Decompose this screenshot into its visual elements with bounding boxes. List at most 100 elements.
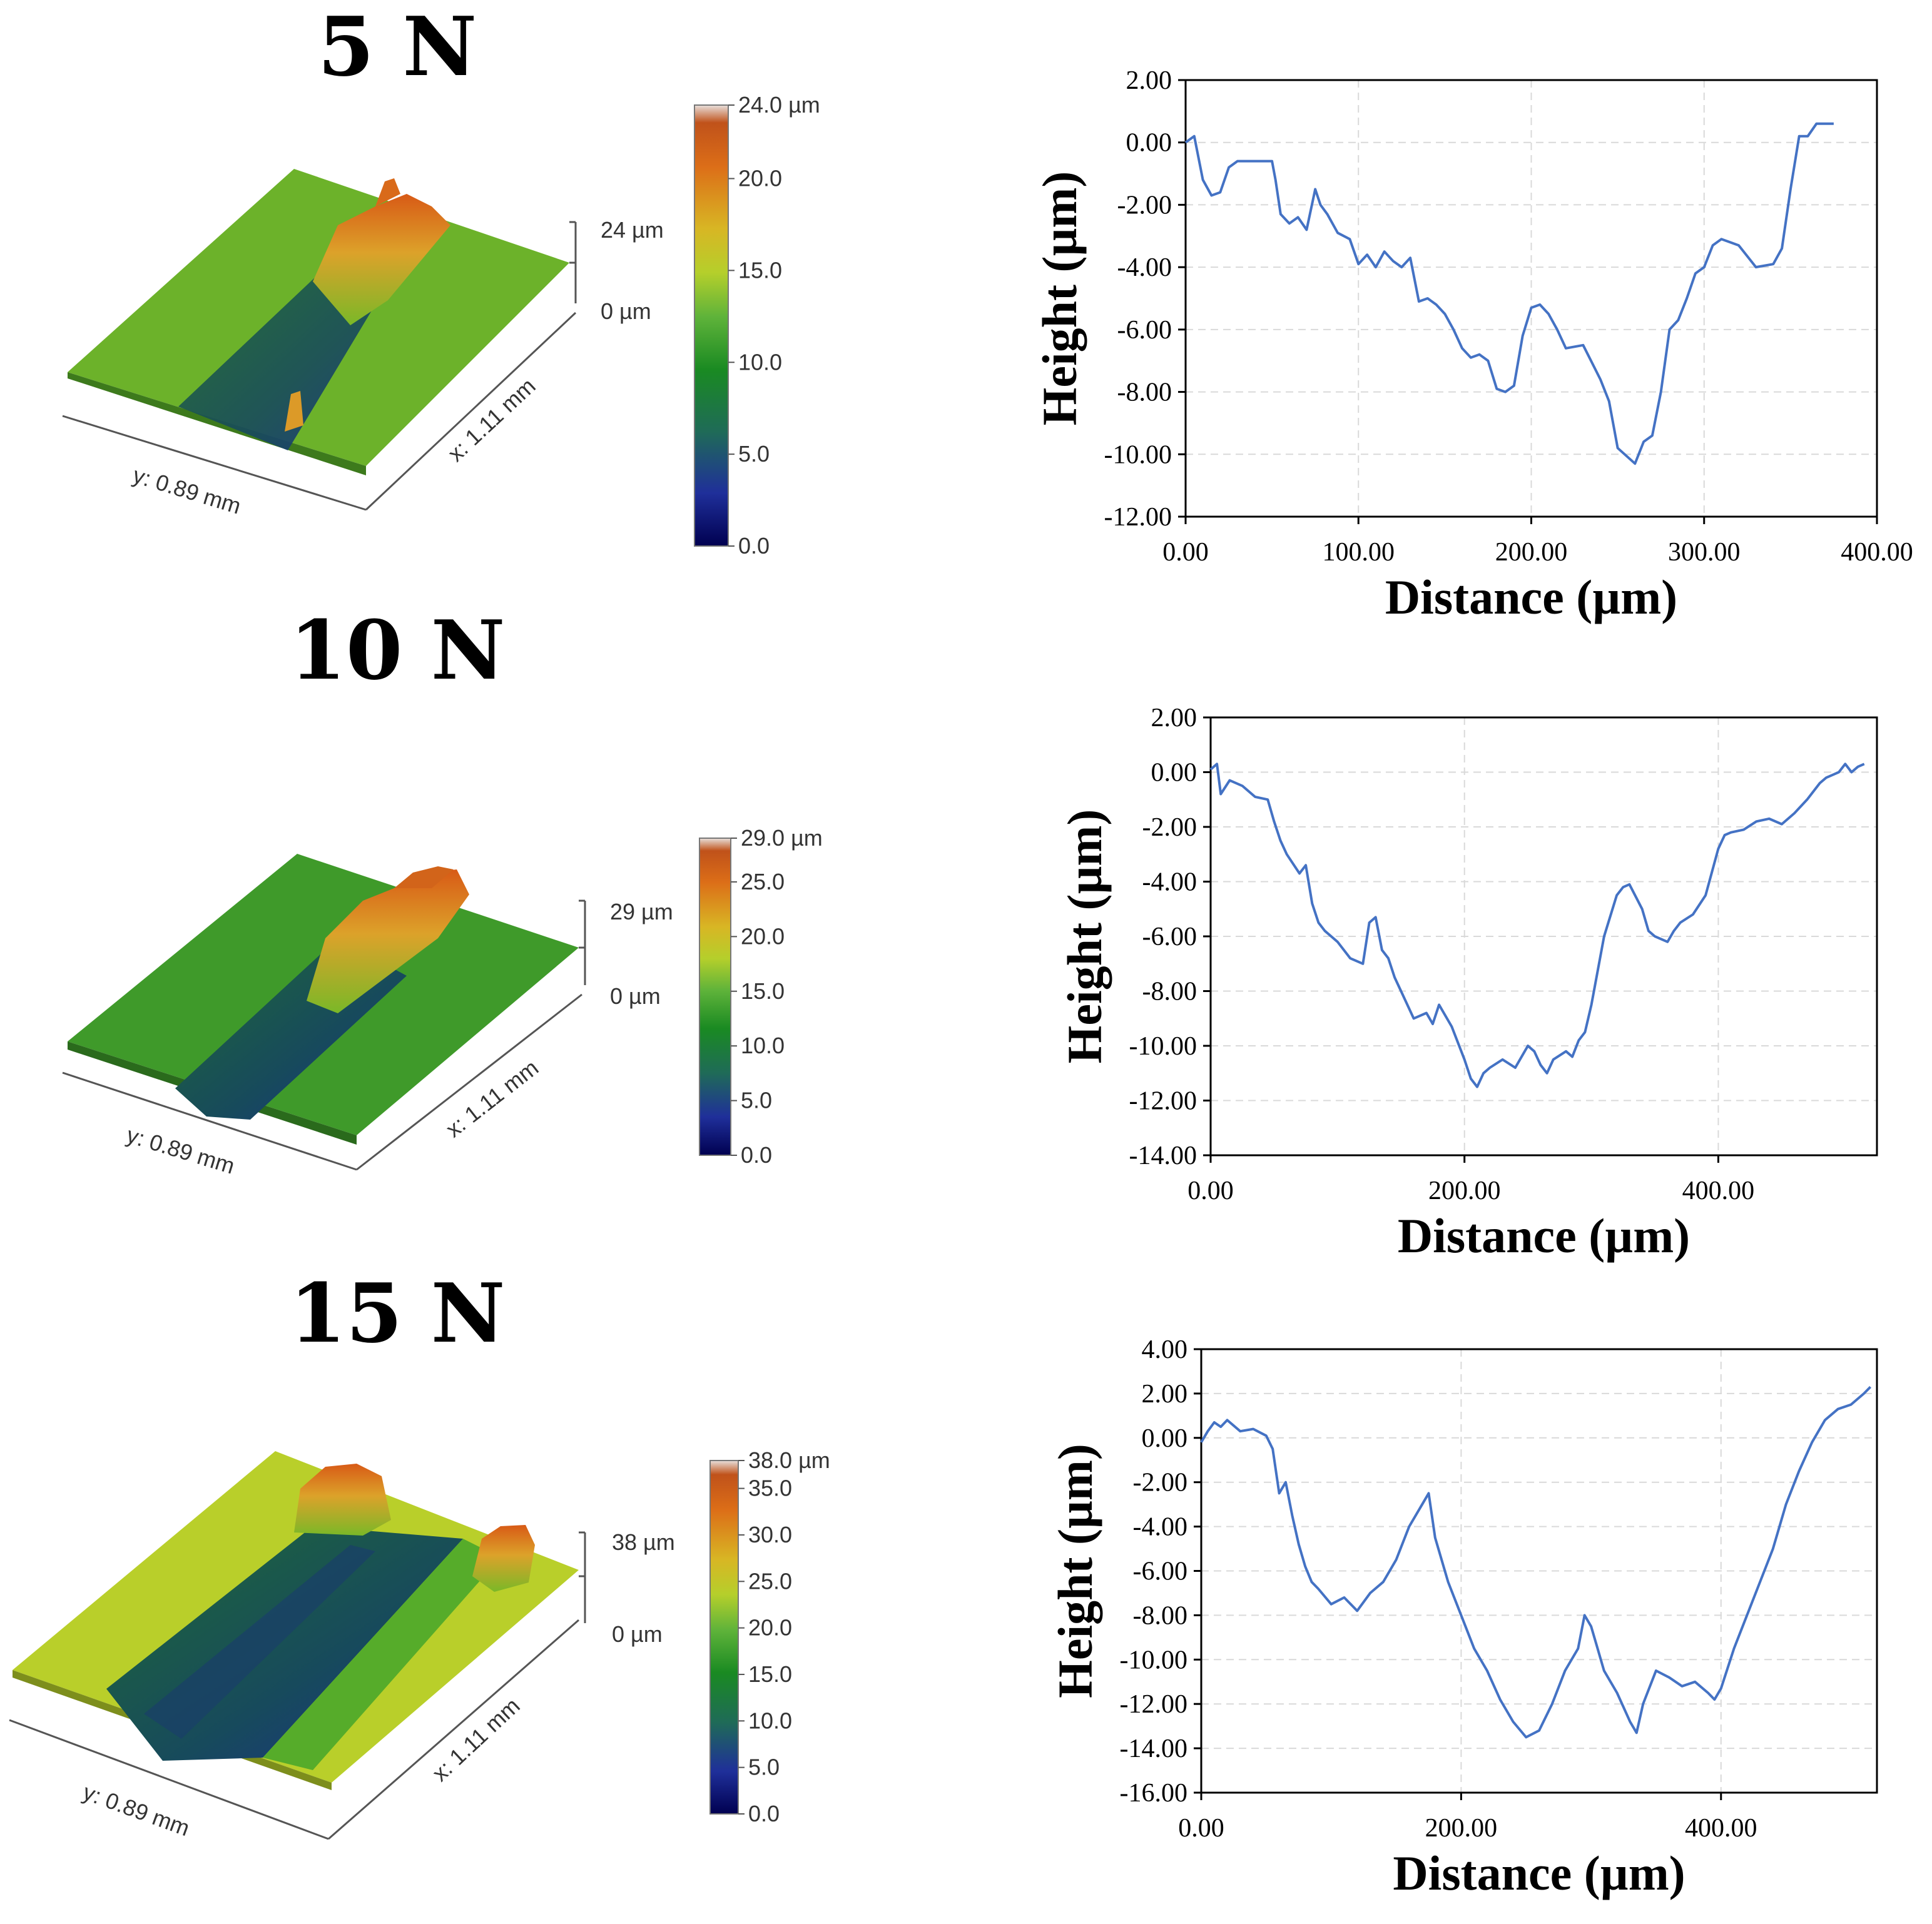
x-tick-label: 0.00 bbox=[1187, 1177, 1234, 1205]
colorbar-gradient bbox=[694, 104, 729, 547]
y-tick-label: -2.00 bbox=[1133, 1469, 1188, 1497]
height-label: 29 µm bbox=[610, 899, 673, 924]
row-5n: 5 N 24 µm 0 µm y: 0.89 mm x: 1.11 mm 24.… bbox=[62, 0, 1913, 624]
pile-up-small bbox=[285, 391, 303, 432]
height-label: 24 µm bbox=[601, 217, 664, 243]
zero-label: 0 µm bbox=[601, 298, 651, 324]
colorbar-tick-label: 25.0 bbox=[748, 1568, 792, 1594]
colorbar-tick-label: 5.0 bbox=[741, 1088, 772, 1113]
colorbar-tick-label: 15.0 bbox=[738, 257, 782, 283]
x-tick-label: 200.00 bbox=[1425, 1814, 1498, 1843]
y-tick-label: -10.00 bbox=[1104, 440, 1172, 469]
y-tick-label: -8.00 bbox=[1142, 978, 1197, 1006]
y-tick-label: -14.00 bbox=[1120, 1734, 1188, 1763]
colorbar-tick-label: 20.0 bbox=[748, 1615, 792, 1641]
row-10n: 10 N 29 µm 0 µm y: 0.89 mm x: 1.11 mm 29… bbox=[62, 602, 1878, 1263]
profile-chart-15n: 4.00 2.00 0.00 -2.00 -4.00 -6.00 -8.00 -10.00 -1… bbox=[1048, 1335, 1878, 1900]
colorbar-gradient bbox=[699, 838, 731, 1156]
y-tick-label: -6.00 bbox=[1133, 1557, 1188, 1586]
force-title-10n: 10 N bbox=[290, 602, 506, 698]
zero-label: 0 µm bbox=[612, 1621, 663, 1647]
colorbar-tick-label: 38.0 µm bbox=[748, 1447, 830, 1473]
x-tick-label: 0.00 bbox=[1162, 538, 1209, 567]
axis-y bbox=[62, 1071, 357, 1171]
profile-chart-5n: 2.00 0.00 -2.00 -4.00 -6.00 -8.00 -10.00 -12.00… bbox=[1032, 66, 1913, 624]
surface-plot-10n: 29 µm 0 µm y: 0.89 mm x: 1.11 mm bbox=[62, 854, 673, 1179]
colorbar-tick-label: 5.0 bbox=[748, 1754, 780, 1780]
y-axis-label: Height (µm) bbox=[1057, 809, 1112, 1064]
x-axis-label: Distance (µm) bbox=[1393, 1846, 1685, 1900]
pile-up-ridge bbox=[294, 1464, 391, 1536]
x-tick-label: 400.00 bbox=[1682, 1177, 1755, 1205]
colorbar-tick-label: 0.0 bbox=[748, 1801, 780, 1826]
axis-x bbox=[328, 1619, 579, 1840]
pile-up-peak bbox=[375, 178, 400, 206]
y-tick-label: -10.00 bbox=[1129, 1032, 1197, 1061]
y-tick-label: 2.00 bbox=[1151, 704, 1197, 732]
force-title-15n: 15 N bbox=[290, 1265, 506, 1361]
pile-up-peak bbox=[394, 866, 454, 888]
force-title-5n: 5 N bbox=[318, 0, 477, 94]
colorbar-tick-label: 29.0 µm bbox=[741, 825, 823, 851]
y-tick-label: 0.00 bbox=[1142, 1424, 1188, 1453]
height-label: 38 µm bbox=[612, 1529, 675, 1555]
y-axis-label: Height (µm) bbox=[1032, 171, 1087, 426]
y-tick-label: -8.00 bbox=[1117, 378, 1172, 407]
series-line-profile bbox=[1200, 1385, 1872, 1739]
y-tick-label: -2.00 bbox=[1117, 191, 1172, 220]
y-tick-label: -4.00 bbox=[1133, 1513, 1188, 1542]
surface-plot-15n: 38 µm 0 µm y: 0.89 mm x: 1.11 mm bbox=[9, 1451, 675, 1841]
x-extent-label: x: 1.11 mm bbox=[441, 1055, 543, 1142]
y-tick-label: -4.00 bbox=[1142, 868, 1197, 897]
groove-band bbox=[144, 1545, 375, 1739]
zero-label: 0 µm bbox=[610, 983, 661, 1009]
y-tick-label: -10.00 bbox=[1120, 1646, 1188, 1674]
y-tick-label: -12.00 bbox=[1120, 1690, 1188, 1719]
colorbar-10n: 29.0 µm 25.0 20.0 15.0 10.0 5.0 0.0 bbox=[699, 825, 823, 1168]
y-extent-label: y: 0.89 mm bbox=[79, 1779, 193, 1841]
x-axis-label: Distance (µm) bbox=[1385, 570, 1677, 624]
colorbar-tick-label: 5.0 bbox=[738, 441, 770, 467]
colorbar-tick-label: 0.0 bbox=[738, 533, 770, 559]
profile-chart-10n: 2.00 0.00 -2.00 -4.00 -6.00 -8.00 -10.00 -12.00… bbox=[1057, 704, 1878, 1263]
y-tick-label: -14.00 bbox=[1129, 1142, 1197, 1170]
x-tick-label: 100.00 bbox=[1323, 538, 1395, 567]
colorbar-15n: 38.0 µm 35.0 30.0 25.0 20.0 15.0 10.0 5.0 0.0 bbox=[709, 1447, 830, 1826]
colorbar-tick-label: 25.0 bbox=[741, 869, 785, 894]
x-extent-label: x: 1.11 mm bbox=[442, 373, 540, 467]
axis-x bbox=[356, 993, 582, 1171]
y-extent-label: y: 0.89 mm bbox=[130, 462, 244, 519]
colorbar-tick-label: 20.0 bbox=[738, 166, 782, 191]
y-tick-label: -4.00 bbox=[1117, 253, 1172, 282]
axis-y bbox=[62, 415, 367, 511]
x-tick-label: 0.00 bbox=[1178, 1814, 1224, 1843]
series-line-profile bbox=[1209, 762, 1865, 1088]
y-tick-label: 4.00 bbox=[1142, 1335, 1188, 1364]
y-tick-label: 0.00 bbox=[1151, 759, 1197, 787]
y-tick-label: -16.00 bbox=[1120, 1779, 1188, 1808]
axis-x bbox=[365, 311, 577, 511]
x-tick-label: 400.00 bbox=[1841, 538, 1913, 567]
x-axis-label: Distance (µm) bbox=[1398, 1208, 1690, 1263]
y-tick-label: -12.00 bbox=[1129, 1087, 1197, 1116]
x-tick-label: 200.00 bbox=[1495, 538, 1568, 567]
x-tick-label: 300.00 bbox=[1668, 538, 1741, 567]
y-tick-label: -12.00 bbox=[1104, 503, 1172, 532]
pile-up-ridge-2 bbox=[472, 1525, 535, 1592]
colorbar-tick-label: 20.0 bbox=[741, 923, 785, 949]
x-tick-label: 200.00 bbox=[1428, 1177, 1501, 1205]
series-line-profile bbox=[1184, 122, 1834, 465]
y-tick-label: 2.00 bbox=[1142, 1380, 1188, 1409]
y-tick-label: -2.00 bbox=[1142, 813, 1197, 842]
colorbar-gradient bbox=[709, 1460, 739, 1815]
groove-edge bbox=[263, 1539, 501, 1770]
row-15n: 15 N 38 µm 0 µm y: 0.89 mm x: 1.11 mm 38… bbox=[9, 1265, 1878, 1900]
y-tick-label: 2.00 bbox=[1126, 66, 1172, 95]
surface-plot-5n: 24 µm 0 µm y: 0.89 mm x: 1.11 mm bbox=[62, 169, 664, 519]
colorbar-tick-label: 10.0 bbox=[748, 1708, 792, 1733]
colorbar-tick-label: 15.0 bbox=[741, 978, 785, 1004]
colorbar-tick-label: 35.0 bbox=[748, 1476, 792, 1501]
y-tick-label: -6.00 bbox=[1142, 923, 1197, 951]
colorbar-tick-label: 10.0 bbox=[738, 349, 782, 375]
